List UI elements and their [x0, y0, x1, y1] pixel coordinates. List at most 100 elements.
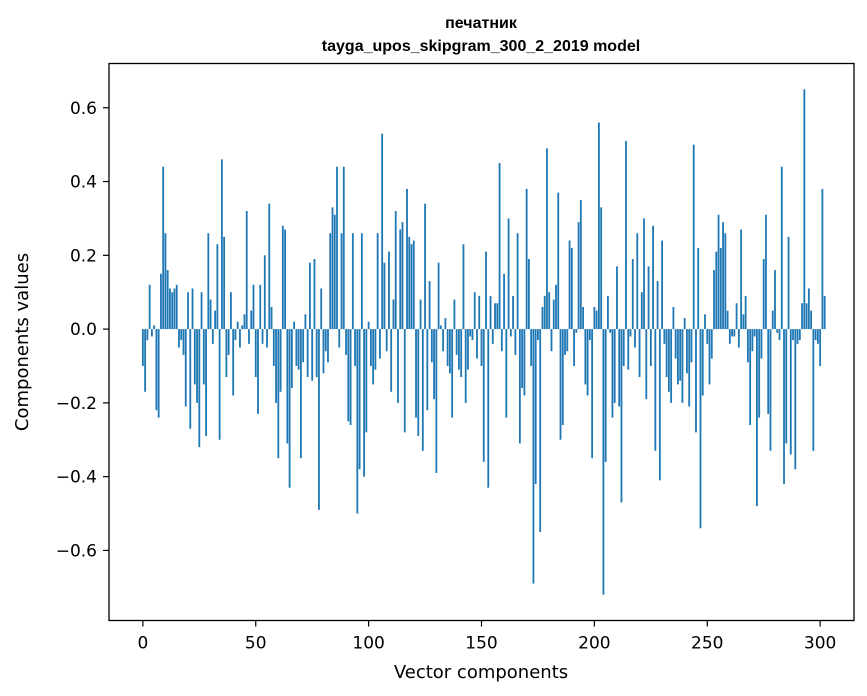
bar-161 — [505, 329, 508, 418]
y-tick-label: −0.6 — [56, 541, 97, 561]
bar-229 — [658, 329, 661, 481]
bar-79 — [320, 288, 323, 330]
bar-165 — [514, 329, 517, 355]
y-axis-label: Components values — [12, 253, 33, 431]
bar-129 — [433, 329, 435, 400]
bar-124 — [421, 329, 424, 451]
bar-58 — [272, 329, 275, 366]
bar-254 — [715, 251, 718, 330]
bar-125 — [424, 203, 426, 330]
bar-99 — [365, 329, 368, 433]
bar-195 — [582, 306, 584, 330]
bar-299 — [816, 329, 819, 344]
bar-117 — [406, 188, 408, 330]
x-tick-label: 50 — [245, 634, 267, 654]
bar-108 — [385, 329, 388, 352]
bar-153 — [487, 329, 490, 488]
bar-67 — [293, 321, 296, 330]
bar-216 — [629, 329, 632, 337]
bar-221 — [640, 292, 643, 330]
bar-115 — [401, 222, 404, 330]
bar-180 — [548, 292, 551, 330]
bar-245 — [695, 329, 697, 433]
bar-177 — [541, 306, 544, 330]
bar-118 — [408, 236, 411, 330]
bar-162 — [507, 218, 510, 330]
bar-136 — [448, 329, 451, 374]
bar-302 — [823, 295, 826, 330]
chart-title: печатник — [445, 15, 518, 32]
bar-232 — [665, 329, 668, 378]
bar-176 — [539, 329, 542, 532]
bar-206 — [607, 295, 609, 330]
y-tick-label: 0.0 — [70, 320, 97, 340]
bar-256 — [719, 247, 722, 330]
bar-145 — [469, 329, 472, 337]
bar-41 — [234, 329, 237, 341]
bar-87 — [338, 329, 341, 348]
bar-223 — [645, 329, 648, 400]
bar-139 — [455, 329, 458, 355]
bar-80 — [322, 329, 325, 374]
bar-226 — [652, 225, 654, 330]
bar-202 — [597, 122, 600, 330]
bar-68 — [295, 329, 298, 366]
bar-59 — [275, 329, 277, 403]
bar-39 — [230, 292, 232, 330]
bar-258 — [724, 233, 727, 330]
bar-193 — [577, 222, 580, 330]
bar-28 — [205, 329, 207, 437]
bar-64 — [286, 329, 289, 444]
bar-169 — [523, 329, 526, 396]
bar-205 — [604, 329, 607, 462]
bar-72 — [304, 314, 307, 330]
bar-293 — [803, 89, 806, 330]
bar-0 — [141, 329, 144, 366]
bar-274 — [760, 329, 763, 359]
bar-116 — [403, 329, 406, 433]
bar-150 — [480, 329, 483, 366]
bar-78 — [318, 329, 320, 510]
bar-260 — [728, 329, 731, 344]
bar-60 — [277, 329, 280, 459]
bar-137 — [451, 329, 454, 418]
bar-119 — [410, 244, 413, 330]
x-tick-label: 150 — [465, 634, 497, 654]
bar-56 — [268, 203, 271, 330]
bar-164 — [512, 295, 515, 330]
bar-113 — [397, 329, 399, 403]
bar-167 — [518, 329, 521, 444]
bar-197 — [586, 329, 589, 396]
bar-106 — [381, 133, 384, 330]
bar-170 — [525, 188, 528, 330]
bar-222 — [643, 218, 645, 330]
bar-10 — [164, 233, 167, 330]
bar-252 — [710, 329, 713, 359]
bar-175 — [537, 329, 539, 341]
bar-174 — [534, 329, 537, 485]
bar-69 — [297, 329, 300, 370]
bar-92 — [349, 329, 352, 425]
bar-15 — [175, 284, 178, 330]
bar-63 — [284, 229, 286, 330]
bar-286 — [787, 236, 790, 330]
bar-19 — [184, 329, 187, 407]
bar-8 — [160, 273, 162, 330]
bar-270 — [751, 329, 754, 352]
bar-183 — [555, 284, 557, 330]
bar-266 — [742, 314, 745, 330]
bar-82 — [327, 329, 329, 363]
bar-249 — [704, 314, 706, 330]
bar-159 — [500, 329, 503, 352]
bar-90 — [345, 329, 347, 355]
bar-219 — [636, 233, 639, 330]
bar-220 — [638, 329, 641, 378]
bar-1 — [144, 329, 147, 392]
bar-111 — [392, 299, 395, 330]
bar-282 — [778, 329, 781, 341]
bar-55 — [266, 329, 268, 348]
bar-83 — [329, 233, 332, 330]
bar-289 — [794, 329, 797, 470]
bar-37 — [225, 329, 228, 378]
bar-73 — [306, 329, 309, 378]
